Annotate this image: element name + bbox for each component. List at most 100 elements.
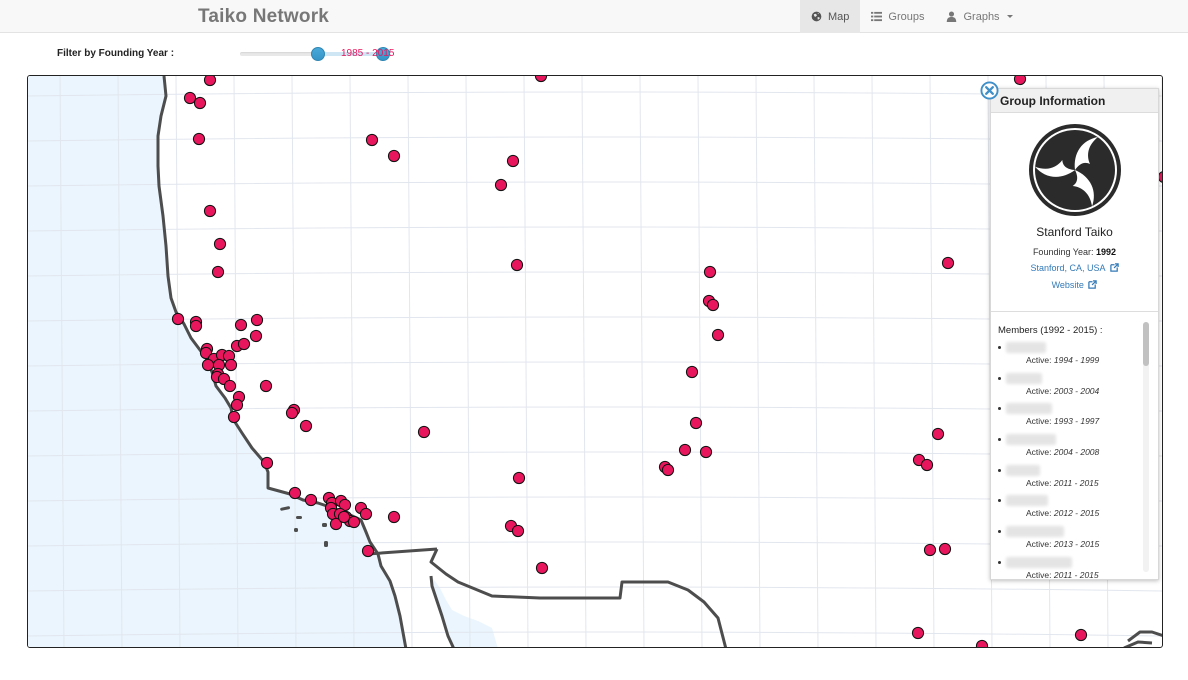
group-marker[interactable] [689, 416, 703, 430]
group-marker[interactable] [506, 154, 520, 168]
member-active-label: Active: [1026, 385, 1052, 396]
group-marker[interactable] [938, 542, 952, 556]
graticule-line [871, 76, 877, 647]
group-marker[interactable] [510, 258, 524, 272]
website-link[interactable]: Website [991, 280, 1158, 290]
brand-title[interactable]: Taiko Network [198, 6, 330, 27]
group-marker[interactable] [920, 458, 934, 472]
group-marker[interactable] [931, 427, 945, 441]
group-marker[interactable] [304, 493, 318, 507]
nav-map[interactable]: Map [800, 0, 861, 33]
group-marker[interactable] [192, 132, 206, 146]
group-marker[interactable] [494, 178, 508, 192]
group-marker[interactable] [706, 298, 720, 312]
group-marker[interactable] [199, 346, 213, 360]
slider-handle-max[interactable] [376, 47, 390, 61]
group-marker[interactable] [211, 265, 225, 279]
group-marker[interactable] [337, 510, 351, 524]
group-marker[interactable] [1013, 76, 1027, 86]
founding-year-value: 1992 [1096, 247, 1117, 257]
group-marker[interactable] [203, 204, 217, 218]
members-section[interactable]: Members (1992 - 2015) : Active: 1994 - 1… [991, 312, 1158, 579]
members-scrollbar-thumb[interactable] [1143, 322, 1149, 366]
group-marker[interactable] [1074, 628, 1088, 642]
nav-graphs-dropdown[interactable]: Graphs [935, 0, 1023, 33]
group-marker[interactable] [223, 379, 237, 393]
member-item: Active: 1993 - 1997 [998, 403, 1138, 434]
member-active-years: Active: 1994 - 1999 [1026, 355, 1099, 365]
group-marker[interactable] [678, 443, 692, 457]
member-active-range: 2003 - 2004 [1053, 385, 1100, 396]
member-list: Active: 1994 - 1999 Active: 2003 - 2004 Ac… [998, 342, 1138, 579]
group-marker[interactable] [365, 133, 379, 147]
group-marker[interactable] [224, 358, 238, 372]
group-markers[interactable] [171, 76, 1163, 648]
group-marker[interactable] [347, 515, 361, 529]
group-marker[interactable] [230, 398, 244, 412]
group-marker[interactable] [329, 517, 343, 531]
member-active-years: Active: 1993 - 1997 [1026, 416, 1099, 426]
group-marker[interactable] [171, 312, 185, 326]
member-active-label: Active: [1026, 477, 1052, 488]
group-marker[interactable] [227, 410, 241, 424]
caret-down-icon [1006, 15, 1013, 18]
bullet-icon [998, 346, 1001, 349]
group-marker[interactable] [911, 626, 925, 640]
group-marker[interactable] [923, 543, 937, 557]
member-item: Active: 2011 - 2015 [998, 464, 1138, 496]
group-marker[interactable] [359, 507, 373, 521]
member-active-label: Active: [1026, 508, 1052, 519]
members-scrollbar-track[interactable] [1143, 322, 1149, 572]
group-marker[interactable] [387, 510, 401, 524]
group-marker[interactable] [237, 337, 251, 351]
founding-year: Founding Year: 1992 [991, 247, 1158, 257]
bullet-icon [998, 438, 1001, 442]
external-link-icon [1109, 263, 1119, 272]
location-link[interactable]: Stanford, CA, USA [991, 263, 1158, 273]
filter-range-value: 1985 - 2015 [341, 48, 395, 59]
group-marker[interactable] [387, 149, 401, 163]
group-marker[interactable] [417, 425, 431, 439]
group-marker[interactable] [203, 76, 217, 87]
nav-map-label: Map [828, 10, 850, 23]
group-marker[interactable] [699, 445, 713, 459]
member-name-redacted [1006, 495, 1048, 507]
member-active-range: 2011 - 2015 [1053, 477, 1099, 488]
group-marker[interactable] [234, 318, 248, 332]
group-marker[interactable] [183, 91, 197, 105]
group-marker[interactable] [189, 319, 203, 333]
group-marker[interactable] [201, 358, 215, 372]
group-marker[interactable] [941, 256, 955, 270]
group-marker[interactable] [703, 265, 717, 279]
group-marker[interactable] [213, 237, 227, 251]
member-item: Active: 2003 - 2004 [998, 372, 1138, 404]
member-name-redacted [1006, 556, 1072, 568]
map-view[interactable] [27, 75, 1163, 648]
group-marker[interactable] [288, 486, 302, 500]
group-marker[interactable] [1157, 171, 1163, 183]
nav-groups[interactable]: Groups [860, 0, 935, 33]
group-marker[interactable] [299, 419, 313, 433]
group-marker[interactable] [535, 561, 549, 575]
group-marker[interactable] [285, 406, 299, 420]
group-marker[interactable] [685, 365, 699, 379]
group-marker[interactable] [260, 456, 274, 470]
group-marker[interactable] [975, 639, 989, 648]
group-marker[interactable] [711, 328, 725, 342]
map-canvas[interactable] [28, 76, 1163, 648]
bullet-icon [998, 530, 1001, 534]
group-marker[interactable] [534, 76, 548, 83]
group-marker[interactable] [249, 329, 263, 343]
close-panel-button[interactable] [980, 81, 999, 100]
group-marker[interactable] [361, 544, 375, 558]
year-range-slider[interactable] [240, 46, 390, 62]
group-marker[interactable] [250, 313, 264, 327]
member-item: Active: 2013 - 2015 [998, 526, 1138, 557]
group-marker[interactable] [511, 524, 525, 538]
group-marker[interactable] [512, 471, 526, 485]
group-marker[interactable] [661, 463, 675, 477]
group-marker[interactable] [193, 96, 207, 110]
group-marker[interactable] [259, 379, 273, 393]
slider-handle-min[interactable] [310, 47, 325, 61]
member-name-redacted [1006, 464, 1040, 476]
